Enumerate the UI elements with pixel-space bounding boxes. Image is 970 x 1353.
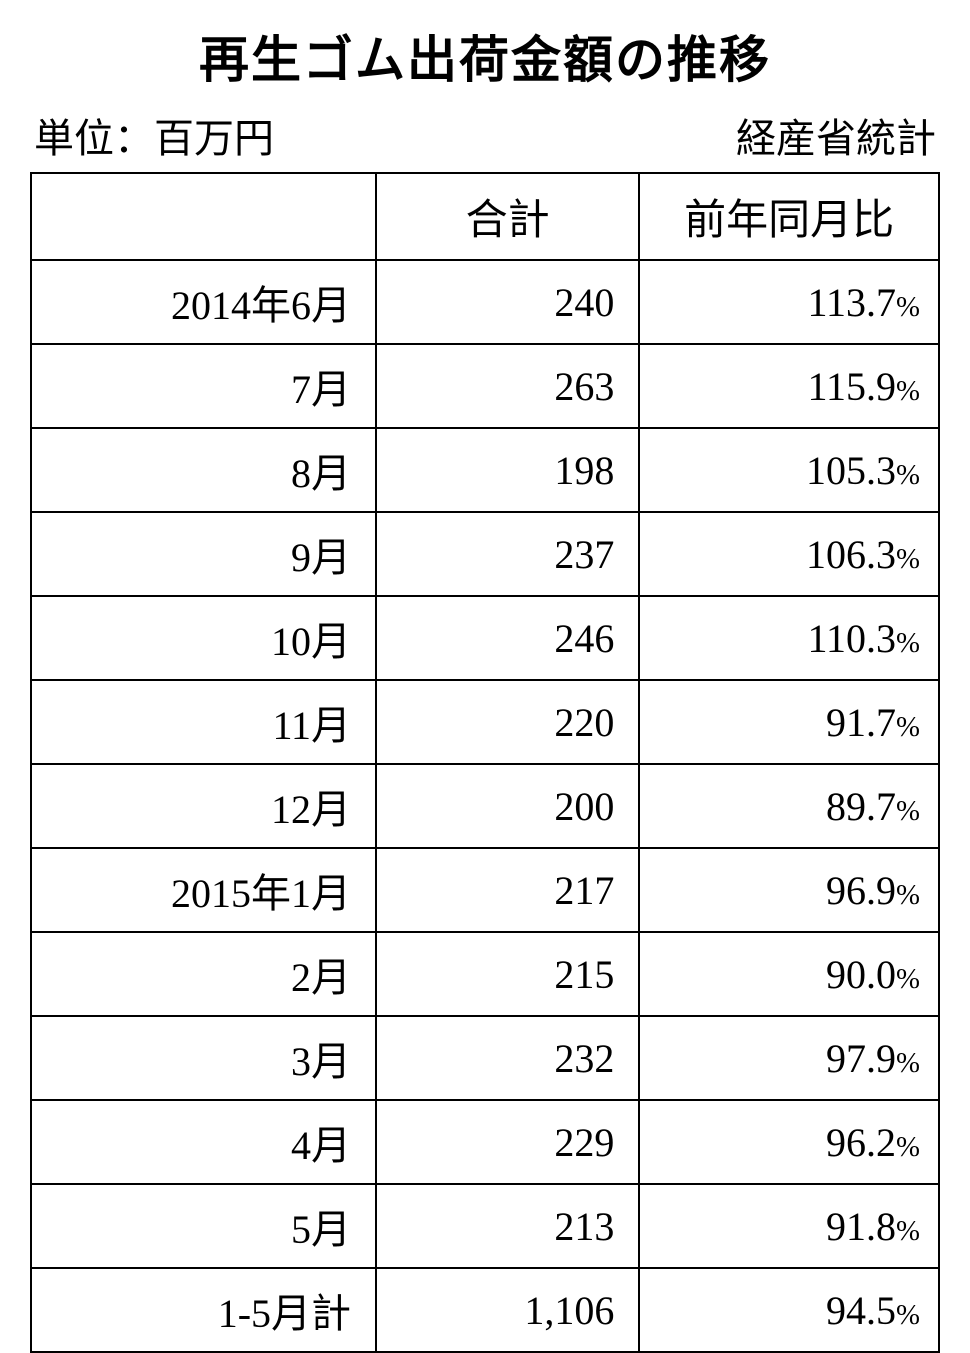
percent-sign: % [896, 963, 920, 995]
cell-total: 229 [376, 1100, 639, 1184]
percent-sign: % [896, 543, 920, 575]
cell-period: 8月 [31, 428, 376, 512]
cell-yoy: 89.7% [639, 764, 939, 848]
yoy-value: 91.7 [826, 700, 896, 745]
cell-total: 200 [376, 764, 639, 848]
cell-yoy: 96.2% [639, 1100, 939, 1184]
yoy-value: 96.9 [826, 868, 896, 913]
cell-period: 3月 [31, 1016, 376, 1100]
cell-period: 5月 [31, 1184, 376, 1268]
col-header-period [31, 173, 376, 260]
yoy-value: 90.0 [826, 952, 896, 997]
yoy-value: 97.9 [826, 1036, 896, 1081]
table-row: 2月21590.0% [31, 932, 939, 1016]
yoy-value: 105.3 [806, 448, 896, 493]
cell-total: 217 [376, 848, 639, 932]
cell-total: 263 [376, 344, 639, 428]
yoy-value: 110.3 [807, 616, 896, 661]
cell-period: 1-5月計 [31, 1268, 376, 1352]
cell-total: 198 [376, 428, 639, 512]
table-row: 8月198105.3% [31, 428, 939, 512]
cell-period: 2015年1月 [31, 848, 376, 932]
cell-period: 9月 [31, 512, 376, 596]
table-row: 11月22091.7% [31, 680, 939, 764]
yoy-value: 115.9 [807, 364, 896, 409]
cell-yoy: 105.3% [639, 428, 939, 512]
cell-total: 220 [376, 680, 639, 764]
percent-sign: % [896, 879, 920, 911]
table-body: 2014年6月240113.7%7月263115.9%8月198105.3%9月… [31, 260, 939, 1352]
source-label: 経産省統計 [736, 106, 936, 164]
percent-sign: % [896, 459, 920, 491]
cell-period: 2014年6月 [31, 260, 376, 344]
unit-label: 単位：百万円 [34, 106, 274, 164]
percent-sign: % [896, 291, 920, 323]
table-row: 4月22996.2% [31, 1100, 939, 1184]
yoy-value: 94.5 [826, 1288, 896, 1333]
yoy-value: 106.3 [806, 532, 896, 577]
table-header-row: 合計 前年同月比 [31, 173, 939, 260]
yoy-value: 91.8 [826, 1204, 896, 1249]
cell-yoy: 94.5% [639, 1268, 939, 1352]
yoy-value: 113.7 [807, 280, 896, 325]
cell-yoy: 97.9% [639, 1016, 939, 1100]
cell-yoy: 91.8% [639, 1184, 939, 1268]
cell-yoy: 106.3% [639, 512, 939, 596]
percent-sign: % [896, 795, 920, 827]
table-row: 9月237106.3% [31, 512, 939, 596]
cell-yoy: 96.9% [639, 848, 939, 932]
cell-yoy: 90.0% [639, 932, 939, 1016]
table-row: 7月263115.9% [31, 344, 939, 428]
subheader: 単位：百万円 経産省統計 [30, 106, 940, 164]
percent-sign: % [896, 1047, 920, 1079]
table-row: 12月20089.7% [31, 764, 939, 848]
cell-period: 2月 [31, 932, 376, 1016]
cell-yoy: 91.7% [639, 680, 939, 764]
percent-sign: % [896, 1299, 920, 1331]
cell-total: 246 [376, 596, 639, 680]
table-row: 3月23297.9% [31, 1016, 939, 1100]
col-header-total: 合計 [376, 173, 639, 260]
cell-yoy: 113.7% [639, 260, 939, 344]
cell-total: 1,106 [376, 1268, 639, 1352]
cell-total: 232 [376, 1016, 639, 1100]
table-row: 10月246110.3% [31, 596, 939, 680]
data-table: 合計 前年同月比 2014年6月240113.7%7月263115.9%8月19… [30, 172, 940, 1353]
percent-sign: % [896, 711, 920, 743]
table-row: 1-5月計1,10694.5% [31, 1268, 939, 1352]
table-row: 2014年6月240113.7% [31, 260, 939, 344]
percent-sign: % [896, 627, 920, 659]
cell-total: 240 [376, 260, 639, 344]
cell-period: 7月 [31, 344, 376, 428]
cell-total: 213 [376, 1184, 639, 1268]
cell-yoy: 115.9% [639, 344, 939, 428]
table-row: 2015年1月21796.9% [31, 848, 939, 932]
percent-sign: % [896, 1215, 920, 1247]
cell-period: 11月 [31, 680, 376, 764]
cell-yoy: 110.3% [639, 596, 939, 680]
col-header-yoy: 前年同月比 [639, 173, 939, 260]
yoy-value: 96.2 [826, 1120, 896, 1165]
cell-total: 237 [376, 512, 639, 596]
percent-sign: % [896, 1131, 920, 1163]
page-title: 再生ゴム出荷金額の推移 [30, 20, 940, 92]
percent-sign: % [896, 375, 920, 407]
table-row: 5月21391.8% [31, 1184, 939, 1268]
yoy-value: 89.7 [826, 784, 896, 829]
cell-total: 215 [376, 932, 639, 1016]
cell-period: 12月 [31, 764, 376, 848]
cell-period: 10月 [31, 596, 376, 680]
cell-period: 4月 [31, 1100, 376, 1184]
